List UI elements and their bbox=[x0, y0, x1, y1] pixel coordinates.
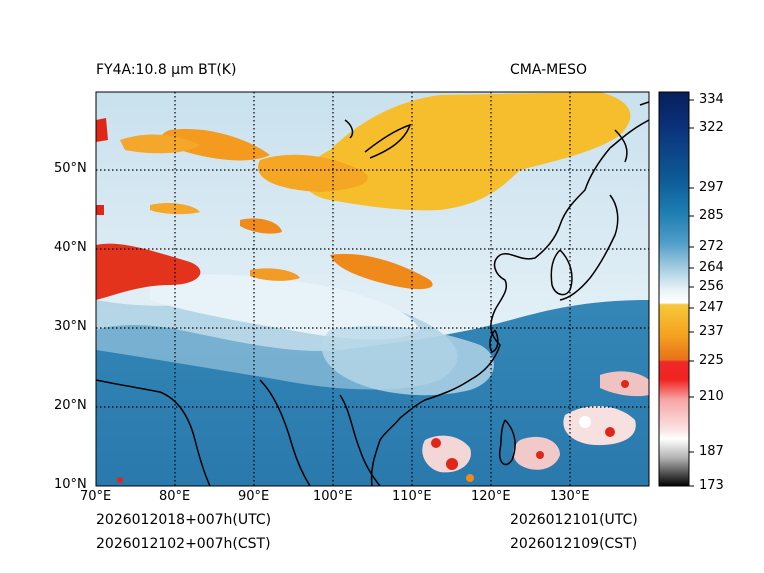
plateau-cloud bbox=[150, 274, 420, 340]
lat-label-20: 20°N bbox=[54, 398, 87, 413]
coastlines bbox=[96, 101, 649, 486]
siberian-cloud-shield bbox=[303, 92, 631, 211]
lon-label-80: 80°E bbox=[159, 489, 191, 504]
tropical-convection-2 bbox=[563, 405, 636, 446]
colorbar-tick-225: 225 bbox=[699, 353, 724, 368]
colorbar-tick-237: 237 bbox=[699, 324, 724, 339]
convective-cell-7 bbox=[466, 474, 474, 482]
lat-label-50: 50°N bbox=[54, 161, 87, 176]
northern-band-2 bbox=[161, 129, 270, 161]
lon-label-130: 130°E bbox=[550, 489, 590, 504]
graticule bbox=[96, 92, 649, 486]
cloud-streak-3 bbox=[250, 268, 300, 281]
convective-cell-4 bbox=[605, 427, 615, 437]
east-china-cloud bbox=[321, 325, 494, 396]
lat-label-10: 10°N bbox=[54, 477, 87, 492]
colorbar-tick-210: 210 bbox=[699, 389, 724, 404]
convective-cell-1 bbox=[431, 438, 441, 448]
convective-cell-8 bbox=[117, 477, 123, 483]
western-red-spot bbox=[96, 205, 104, 215]
colorbar-tick-272: 272 bbox=[699, 239, 724, 254]
lon-label-90: 90°E bbox=[238, 489, 270, 504]
lat-label-40: 40°N bbox=[54, 240, 87, 255]
init-time-cst: 2026012102+007h(CST) bbox=[96, 536, 271, 552]
model-label: CMA-MESO bbox=[510, 62, 588, 78]
colorbar-tick-187: 187 bbox=[699, 444, 724, 459]
western-red-spot-2 bbox=[96, 118, 108, 142]
lat-label-30: 30°N bbox=[54, 319, 87, 334]
colorbar-tick-322: 322 bbox=[699, 120, 724, 135]
colorbar-tick-173: 173 bbox=[699, 478, 724, 493]
colorbar-tick-297: 297 bbox=[699, 180, 724, 195]
lon-label-70: 70°E bbox=[80, 489, 112, 504]
northern-band-3 bbox=[120, 134, 200, 154]
lon-label-100: 100°E bbox=[313, 489, 353, 504]
lon-label-120: 120°E bbox=[471, 489, 511, 504]
colorbar-tick-264: 264 bbox=[699, 260, 724, 275]
colorbar-tick-285: 285 bbox=[699, 208, 724, 223]
convective-cell-6 bbox=[621, 380, 629, 388]
northern-band-1 bbox=[258, 154, 368, 192]
convective-cell-5 bbox=[536, 451, 544, 459]
cloud-streak-1 bbox=[240, 218, 282, 234]
init-time-utc: 2026012018+007h(UTC) bbox=[96, 512, 272, 528]
western-red-cloud bbox=[96, 243, 201, 300]
lon-label-110: 110°E bbox=[392, 489, 432, 504]
map-title: FY4A:10.8 µm BT(K) bbox=[96, 62, 237, 78]
colorbar-tick-247: 247 bbox=[699, 300, 724, 315]
convective-cell-2 bbox=[446, 458, 458, 470]
colorbar-tick-256: 256 bbox=[699, 279, 724, 294]
map-frame bbox=[95, 91, 650, 487]
valid-time-utc: 2026012101(UTC) bbox=[510, 512, 638, 528]
colorbar-tick-334: 334 bbox=[699, 92, 724, 107]
valid-time-cst: 2026012109(CST) bbox=[510, 536, 638, 552]
cloud-streak-2 bbox=[330, 253, 433, 290]
convective-cell-3 bbox=[579, 416, 591, 428]
